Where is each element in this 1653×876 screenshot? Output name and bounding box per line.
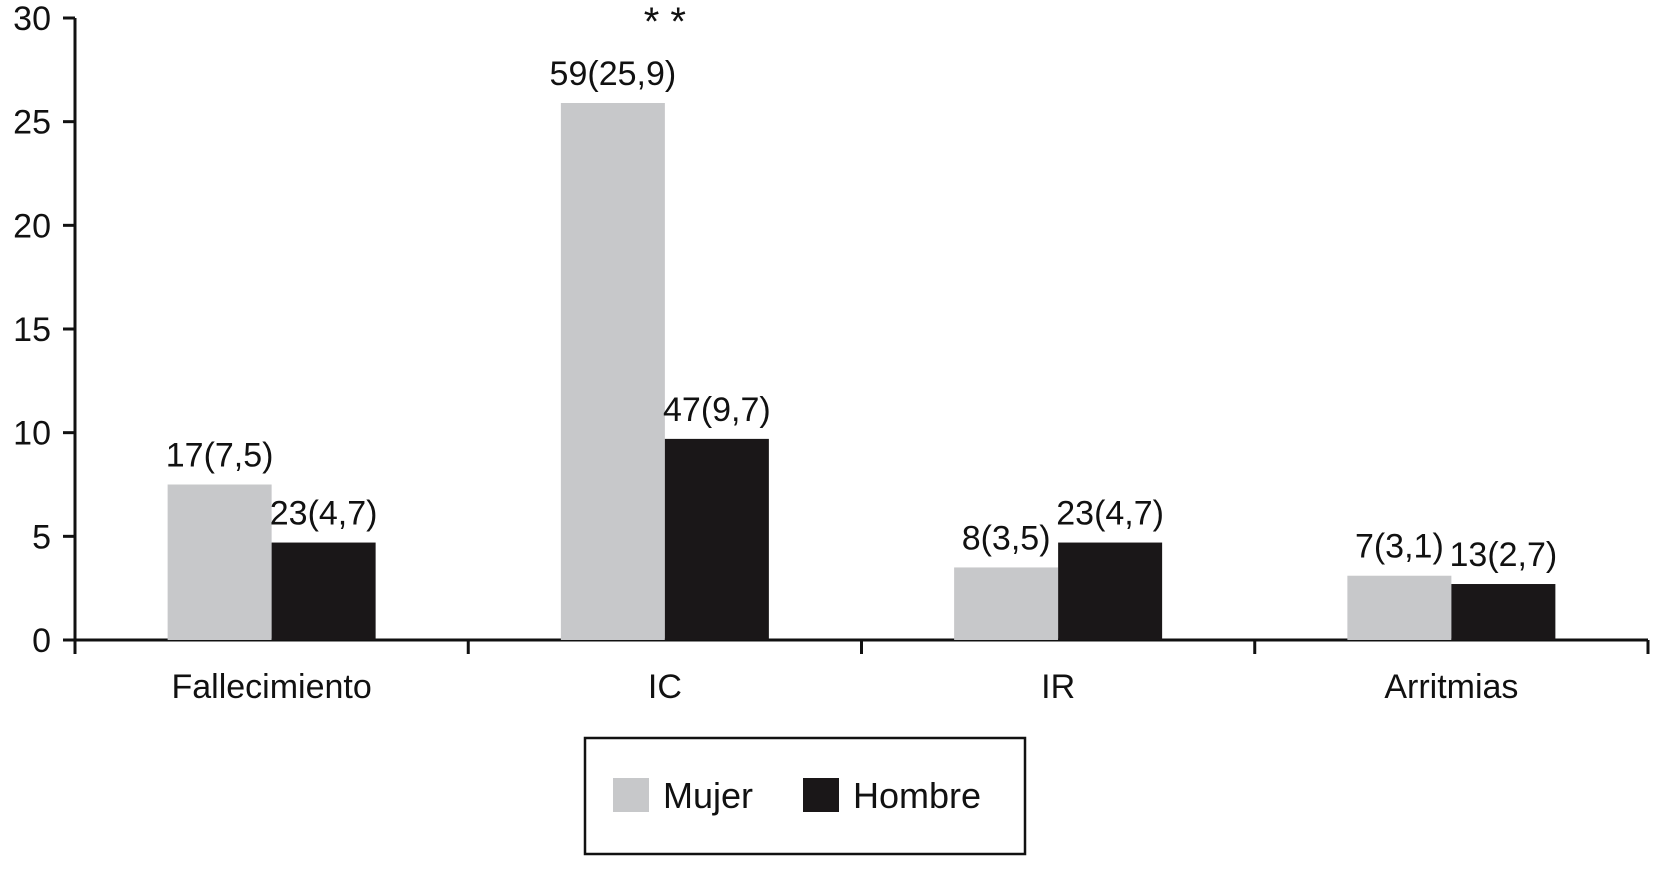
legend-label-hombre: Hombre bbox=[853, 775, 981, 816]
bar-hombre-ic bbox=[664, 438, 769, 640]
significance-marker-0: * * bbox=[644, 0, 686, 44]
y-tick-label-15: 15 bbox=[13, 311, 51, 349]
bar-mujer-fallecimiento bbox=[167, 484, 272, 640]
legend-swatch-mujer bbox=[613, 778, 649, 812]
x-category-label-arritmias: Arritmias bbox=[1384, 668, 1518, 706]
legend-swatch-hombre bbox=[803, 778, 839, 812]
data-label-hombre-ir: 23(4,7) bbox=[1056, 495, 1164, 533]
y-tick-label-30: 30 bbox=[13, 0, 51, 38]
bar-mujer-ir bbox=[954, 567, 1059, 640]
y-tick-label-25: 25 bbox=[13, 104, 51, 142]
bar-mujer-ic bbox=[560, 103, 665, 641]
y-tick-label-20: 20 bbox=[13, 207, 51, 245]
y-tick-label-10: 10 bbox=[13, 415, 51, 453]
x-category-label-ir: IR bbox=[1041, 668, 1075, 706]
chart-bars bbox=[167, 103, 1556, 641]
data-label-mujer-ic: 59(25,9) bbox=[550, 55, 677, 93]
data-label-mujer-arritmias: 7(3,1) bbox=[1355, 528, 1444, 566]
data-label-hombre-ic: 47(9,7) bbox=[663, 391, 771, 429]
y-tick-label-0: 0 bbox=[32, 622, 51, 660]
data-label-hombre-arritmias: 13(2,7) bbox=[1450, 536, 1558, 574]
chart-legend: Mujer Hombre bbox=[583, 736, 1027, 856]
data-label-mujer-fallecimiento: 17(7,5) bbox=[166, 437, 274, 475]
legend-label-mujer: Mujer bbox=[663, 775, 753, 816]
chart-data-labels: 17(7,5) 59(25,9) 8(3,5) 7(3,1) 23(4,7) 47(9,7… bbox=[166, 0, 1557, 574]
bar-hombre-ir bbox=[1058, 542, 1163, 640]
x-category-label-ic: IC bbox=[648, 668, 682, 706]
data-label-mujer-ir: 8(3,5) bbox=[962, 519, 1051, 557]
y-tick-label-5: 5 bbox=[32, 518, 51, 556]
bar-hombre-fallecimiento bbox=[271, 542, 376, 640]
bar-hombre-arritmias bbox=[1451, 584, 1556, 640]
data-label-hombre-fallecimiento: 23(4,7) bbox=[270, 495, 378, 533]
bar-mujer-arritmias bbox=[1347, 575, 1452, 640]
x-category-label-fallecimiento: Fallecimiento bbox=[171, 668, 371, 706]
